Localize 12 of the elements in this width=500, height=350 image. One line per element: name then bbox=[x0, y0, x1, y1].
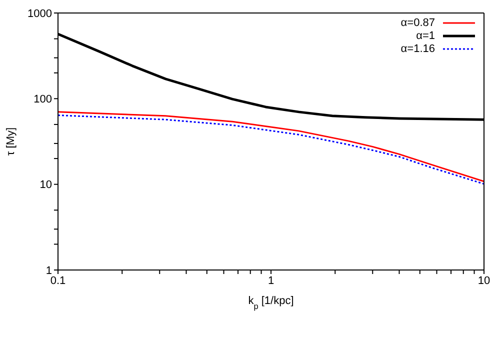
legend-label: α=1.16 bbox=[400, 42, 435, 54]
x-tick-label: 1 bbox=[268, 274, 274, 287]
legend-label: α=1 bbox=[416, 30, 435, 42]
x-axis-title: k$_{p}$ [1/kpc] bbox=[248, 295, 294, 310]
y-tick-label: 1 bbox=[46, 264, 52, 277]
y-axis-title: τ [My] bbox=[5, 127, 17, 156]
x-tick-label: 10 bbox=[478, 274, 490, 287]
legend-label: α=0.87 bbox=[400, 16, 435, 28]
x-tick-label: 0.1 bbox=[50, 274, 66, 287]
y-tick-label: 1000 bbox=[28, 8, 52, 20]
y-tick-label: 100 bbox=[34, 94, 52, 106]
y-tick-label: 10 bbox=[40, 179, 52, 192]
